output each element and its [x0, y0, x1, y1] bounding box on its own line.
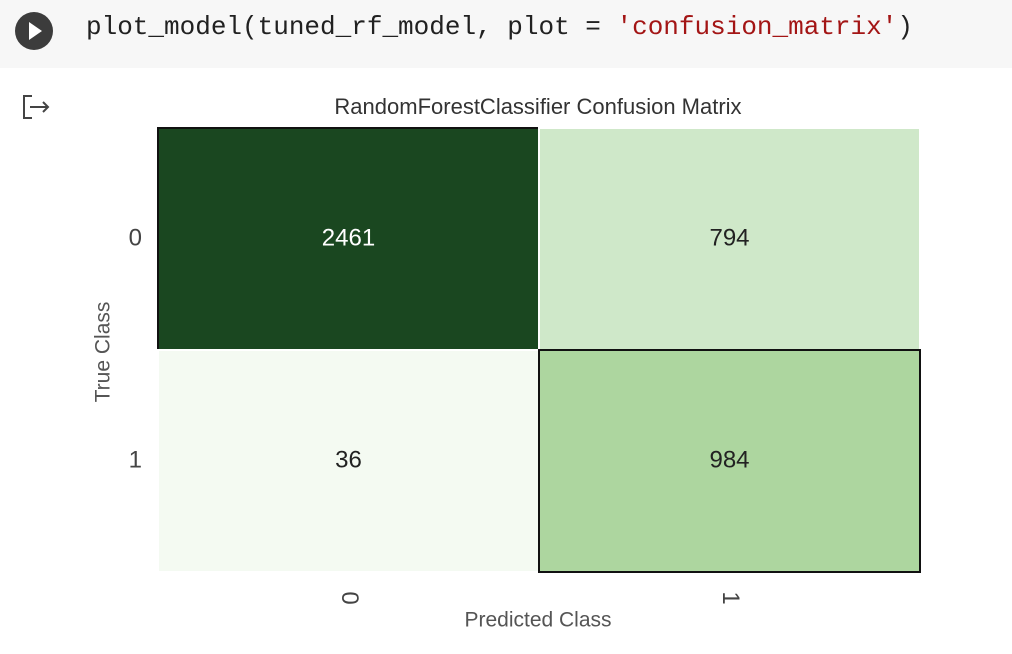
cell-value: 36 — [335, 446, 362, 473]
code-cell: plot_model(tuned_rf_model, plot = 'confu… — [0, 0, 1012, 68]
heatmap-cell — [157, 127, 540, 351]
run-button[interactable] — [14, 11, 54, 51]
x-axis-label: Predicted Class — [464, 609, 611, 632]
code-string: 'confusion_matrix' — [616, 12, 898, 42]
y-tick-label: 1 — [129, 446, 142, 473]
chart: RandomForestClassifier Confusion Matrix … — [23, 94, 921, 632]
x-tick-label: 0 — [336, 591, 363, 604]
y-tick-label: 0 — [129, 224, 142, 251]
heatmap-cell — [157, 349, 540, 573]
code-text: ) — [897, 12, 913, 42]
output-icon — [23, 95, 50, 119]
cell-value: 2461 — [322, 224, 375, 251]
chart-title: RandomForestClassifier Confusion Matrix — [334, 94, 741, 119]
code: plot_model(tuned_rf_model, plot = 'confu… — [86, 12, 913, 42]
y-axis-label: True Class — [92, 302, 115, 403]
x-tick-label: 1 — [717, 591, 744, 604]
cell-value: 984 — [709, 446, 749, 473]
code-text: plot_model(tuned_rf_model, plot = — [86, 12, 617, 42]
heatmap-cell — [538, 127, 921, 351]
heatmap-cell — [538, 349, 921, 573]
cell-value: 794 — [709, 224, 749, 251]
